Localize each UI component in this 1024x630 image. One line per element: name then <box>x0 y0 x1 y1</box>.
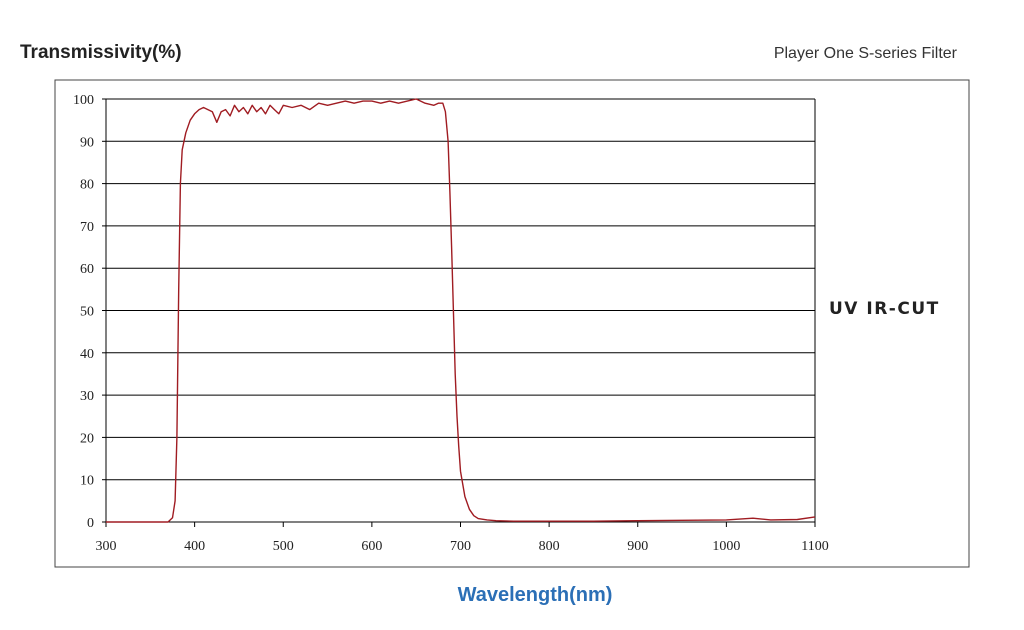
x-tick-label-300: 300 <box>96 539 117 554</box>
y-tick-label-100: 100 <box>73 93 94 108</box>
y-tick-label-40: 40 <box>80 347 94 362</box>
x-axis-title: Wavelength(nm) <box>457 584 613 606</box>
series-group <box>106 98 816 523</box>
y-tick-label-50: 50 <box>80 305 94 320</box>
x-tick-label-500: 500 <box>273 539 294 554</box>
x-tick-label-600: 600 <box>361 539 382 554</box>
x-tick-labels: 300 400 500 600 700 800 900 1000 1100 <box>96 539 829 554</box>
y-tick-label-80: 80 <box>80 178 94 193</box>
x-tick-label-1000: 1000 <box>712 539 740 554</box>
y-axis-title: Transmissivity(%) <box>20 42 182 63</box>
x-tick-label-1100: 1100 <box>801 539 828 554</box>
y-tick-label-10: 10 <box>80 474 94 489</box>
y-tick-label-0: 0 <box>87 516 94 531</box>
y-tick-label-90: 90 <box>80 135 94 150</box>
x-tick-label-400: 400 <box>184 539 205 554</box>
x-tick-label-700: 700 <box>450 539 471 554</box>
y-tick-label-70: 70 <box>80 220 94 235</box>
chart-subtitle: Player One S-series Filter <box>773 45 957 62</box>
chart-frame <box>54 79 970 568</box>
series-line-0 <box>106 98 816 523</box>
grid-lines <box>102 98 816 527</box>
x-tick-label-800: 800 <box>539 539 560 554</box>
y-tick-labels: 0 10 20 30 40 50 60 70 80 90 100 <box>73 93 94 531</box>
series-label: UV IR-CUT <box>829 299 940 319</box>
y-tick-label-20: 20 <box>80 431 94 446</box>
y-tick-label-60: 60 <box>80 262 94 277</box>
x-tick-label-900: 900 <box>627 539 648 554</box>
y-tick-label-30: 30 <box>80 389 94 404</box>
